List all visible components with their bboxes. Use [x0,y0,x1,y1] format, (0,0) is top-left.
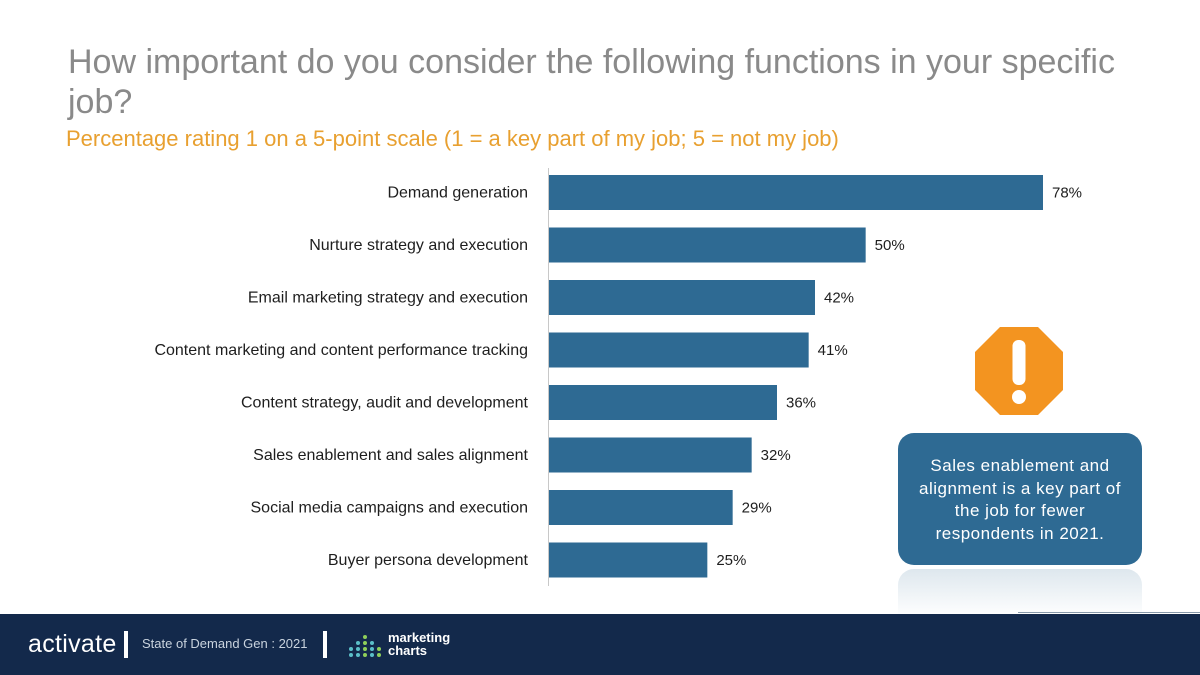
data-label: 41% [818,342,848,359]
bar [549,175,1043,210]
data-label: 29% [742,500,772,517]
partner-logo-line1: marketing [388,630,451,645]
bar [549,490,733,525]
data-label: 50% [875,237,905,254]
partner-logo-text: marketing charts [388,631,450,657]
category-label: Content marketing and content performanc… [154,342,528,359]
marketing-charts-logo-icon [349,635,381,657]
category-label: Social media campaigns and execution [251,500,529,517]
category-label: Nurture strategy and execution [309,237,528,254]
bar [549,542,708,578]
footer-separator [323,631,327,658]
report-name: State of Demand Gen : 2021 [142,636,308,651]
partner-logo-line2: charts [388,643,428,658]
callout-text: Sales enablement and alignment is a key … [898,433,1142,565]
category-label: Demand generation [387,185,528,202]
category-label: Sales enablement and sales alignment [253,447,528,464]
data-label: 32% [761,447,791,464]
callout-reflection [898,569,1142,617]
footer: activate State of Demand Gen : 2021 mark… [0,614,1200,675]
bar [549,332,809,368]
bar [549,385,777,420]
brand-logo: activate [28,630,117,658]
data-label: 42% [824,290,854,307]
data-label: 25% [716,552,746,569]
bar [549,227,866,263]
bar-chart: Demand generation 78% Nurture strategy and… [154,168,1082,586]
category-label: Buyer persona development [328,552,529,569]
category-label: Email marketing strategy and execution [248,290,528,307]
chart-title: How important do you consider the follow… [68,43,1115,121]
footer-separator [124,631,128,658]
category-label: Content strategy, audit and development [241,395,529,412]
bar [549,437,752,473]
footer-divider [1018,612,1200,613]
data-label: 36% [786,395,816,412]
warning-octagon-icon [975,327,1063,415]
chart-subtitle: Percentage rating 1 on a 5-point scale (… [66,126,839,151]
bar [549,280,815,315]
data-label: 78% [1052,185,1082,202]
